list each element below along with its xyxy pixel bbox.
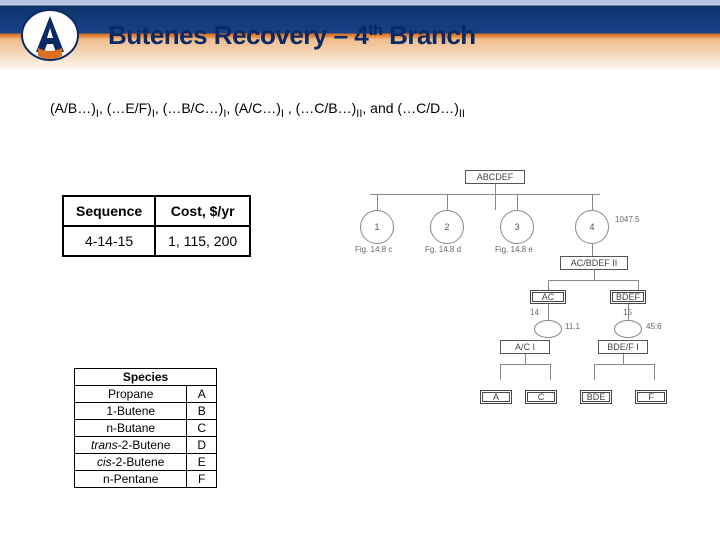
sequence-cost-table: Sequence Cost, $/yr 4-14-15 1, 115, 200	[62, 195, 251, 257]
title-text-pre: Butenes Recovery – 4	[108, 20, 368, 50]
title-sup: th	[368, 22, 382, 39]
diagram-node: 2	[430, 210, 464, 244]
diagram-node: 4	[575, 210, 609, 244]
table-row: 1-ButeneB	[75, 403, 217, 420]
table-row: n-ButaneC	[75, 420, 217, 437]
title-text-post: Branch	[382, 20, 475, 50]
diagram-oval	[614, 320, 642, 338]
table-row: PropaneA	[75, 386, 217, 403]
slide-title: Butenes Recovery – 4th Branch	[108, 20, 476, 51]
table-row: 4-14-15 1, 115, 200	[63, 226, 250, 256]
seq-cell: 4-14-15	[63, 226, 155, 256]
slide-header: Butenes Recovery – 4th Branch	[0, 0, 720, 70]
diagram-node: 1	[360, 210, 394, 244]
species-table: Species PropaneA1-ButeneBn-ButaneCtrans-…	[74, 368, 217, 488]
seq-header-1: Sequence	[63, 196, 155, 226]
cost-cell: 1, 115, 200	[155, 226, 250, 256]
diagram-box: BDEF	[610, 290, 646, 304]
seq-header-2: Cost, $/yr	[155, 196, 250, 226]
tree-diagram: ABCDEF12341047.5Fig. 14.8 cFg. 14.8 dFig…	[350, 170, 700, 470]
diagram-box: AC	[530, 290, 566, 304]
table-row: n-PentaneF	[75, 471, 217, 488]
species-header: Species	[75, 369, 217, 386]
table-row: trans-2-ButeneD	[75, 437, 217, 454]
diagram-root: ABCDEF	[465, 170, 525, 184]
diagram-oval	[534, 320, 562, 338]
diagram-node: 3	[500, 210, 534, 244]
table-row: cis-2-ButeneE	[75, 454, 217, 471]
auburn-logo	[20, 8, 80, 62]
notation-line: (A/B…)I, (…E/F)I, (…B/C…)I, (A/C…)I , (……	[50, 100, 465, 120]
